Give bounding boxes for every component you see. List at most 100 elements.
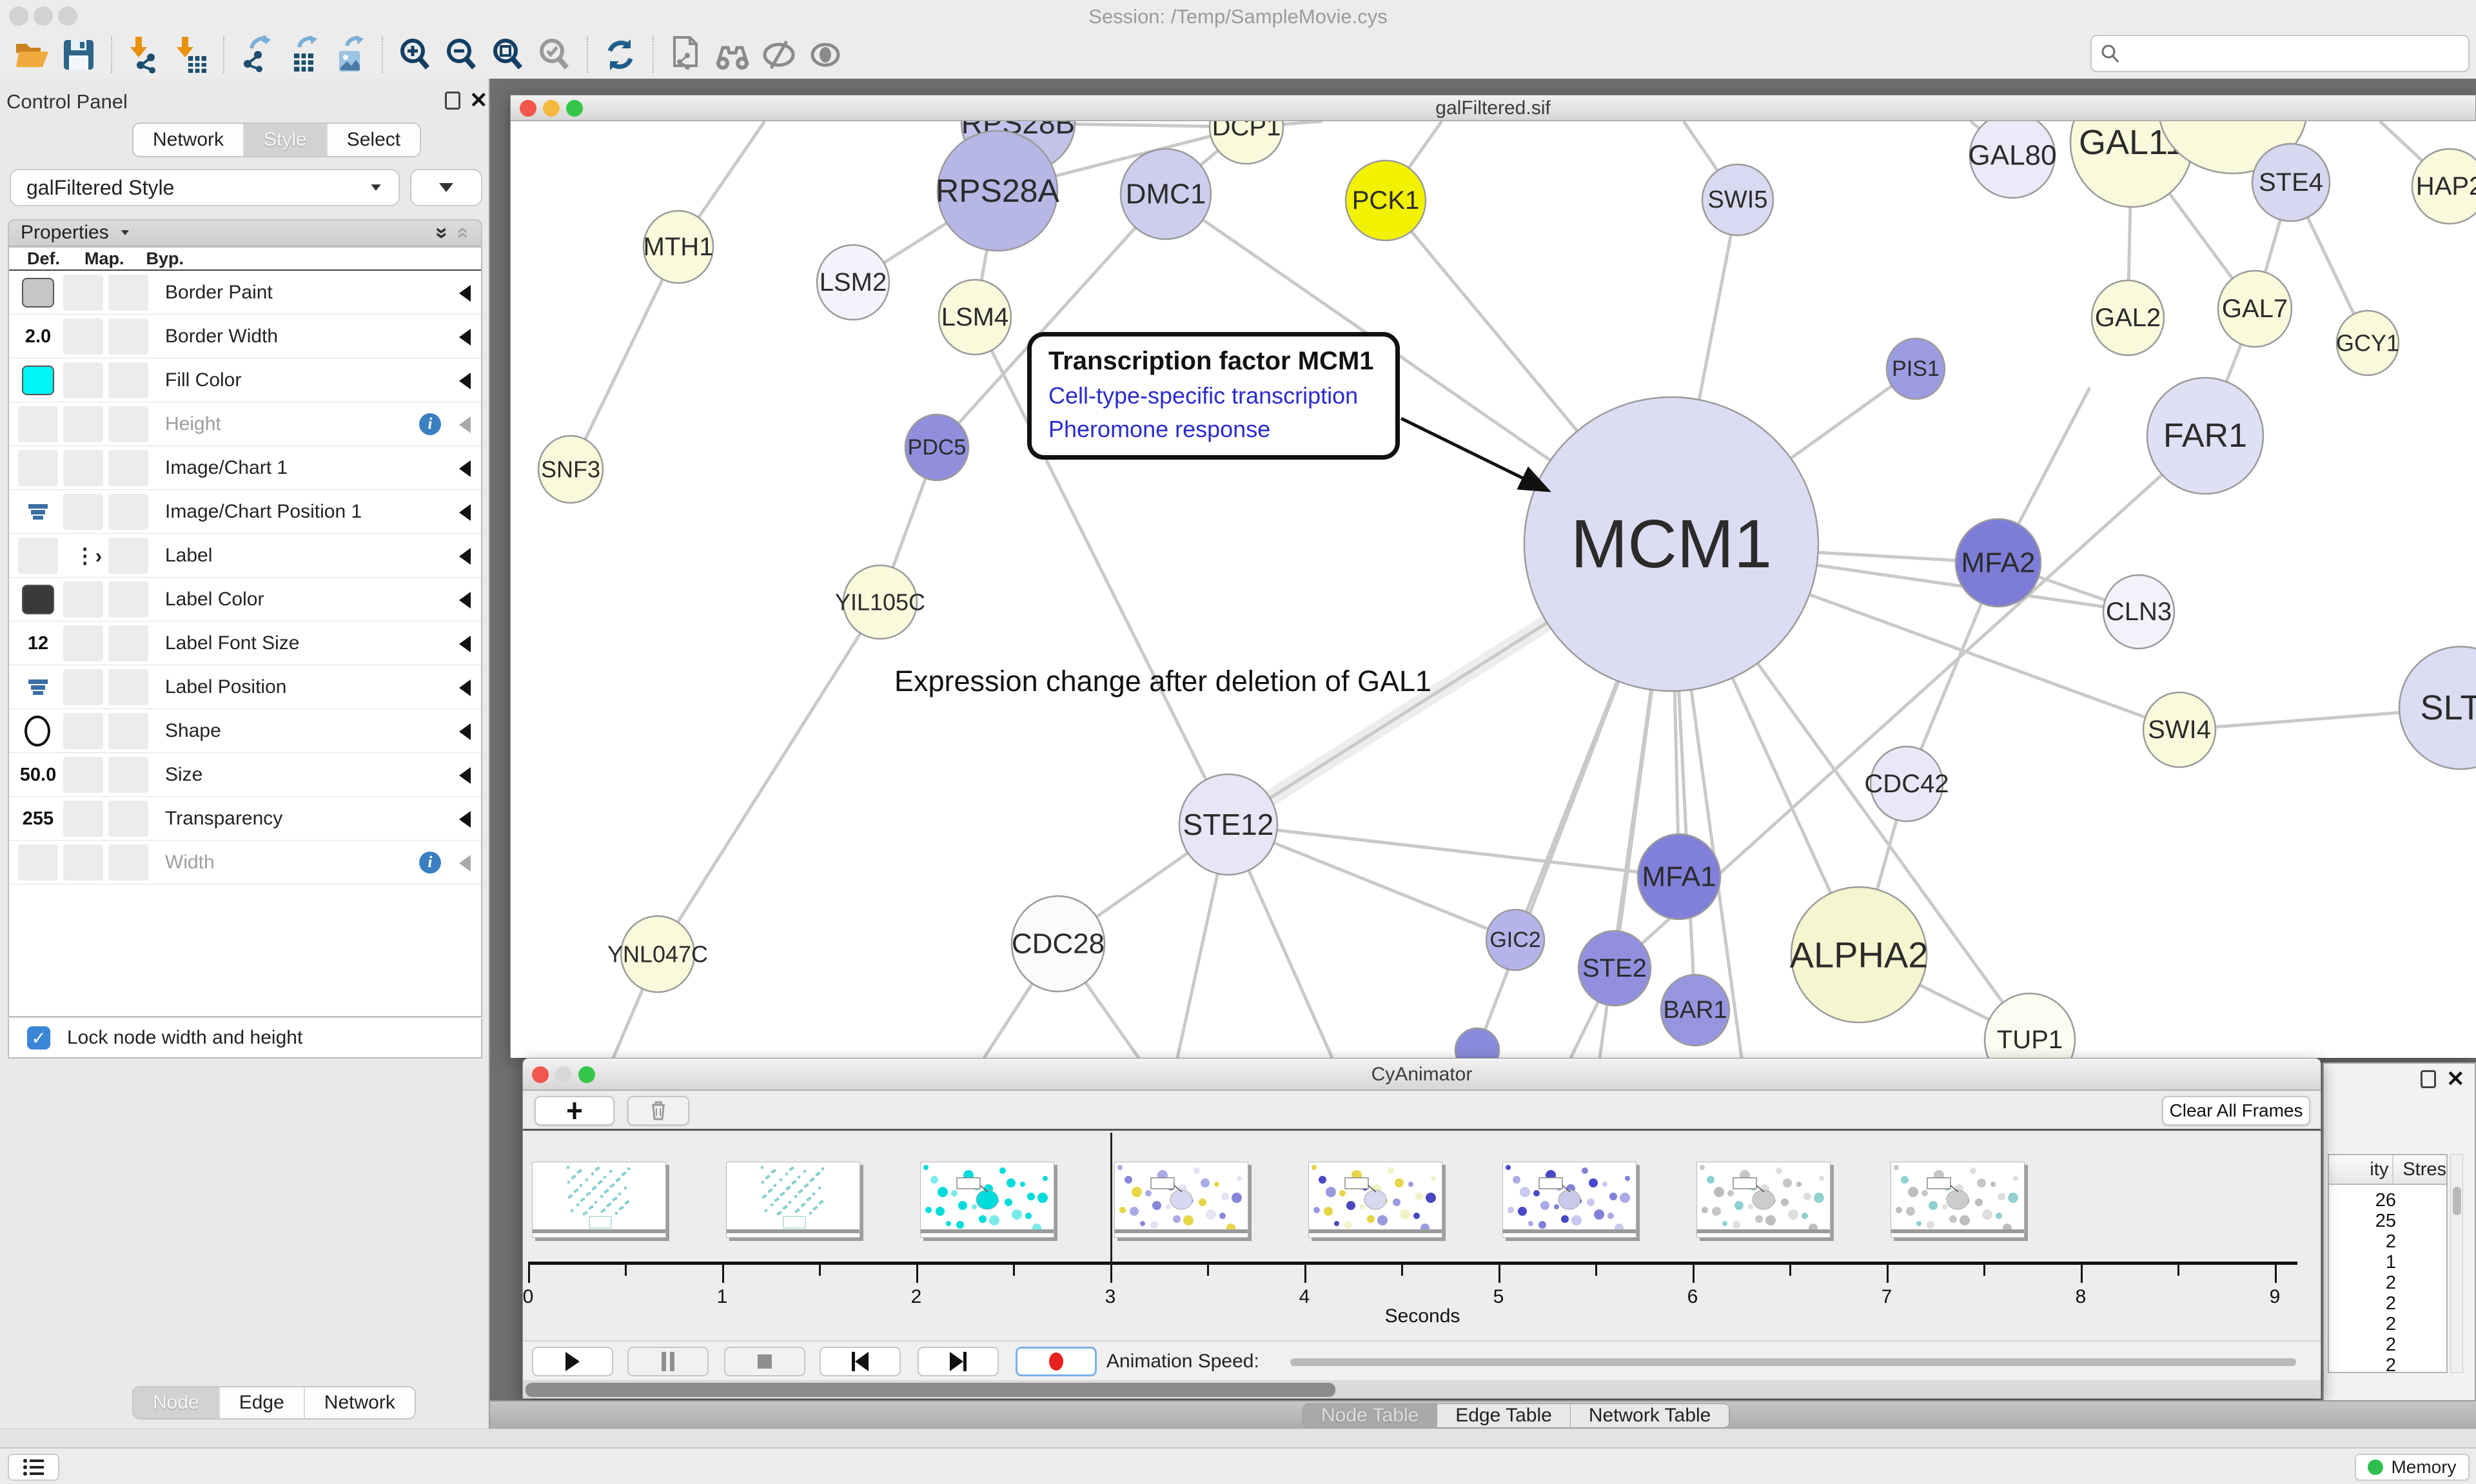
column-header-stress[interactable]: Stres xyxy=(2402,1158,2446,1180)
network-node-lsm2[interactable]: LSM2 xyxy=(816,244,890,321)
mapping-cell[interactable] xyxy=(63,275,103,311)
zoom-selected-icon[interactable] xyxy=(531,34,578,75)
table-cell-value[interactable]: 2 xyxy=(2385,1355,2396,1376)
network-node-swi5[interactable]: SWI5 xyxy=(1701,163,1774,237)
collapse-arrow-icon[interactable] xyxy=(459,723,471,740)
network-node-hap2[interactable]: HAP2 xyxy=(2411,148,2476,225)
network-node-slt2[interactable]: SLT2 xyxy=(2398,645,2476,770)
mapping-cell[interactable] xyxy=(63,362,103,398)
delete-frame-button[interactable] xyxy=(627,1096,689,1126)
network-node-lsm4[interactable]: LSM4 xyxy=(938,278,1012,356)
export-network-icon[interactable] xyxy=(233,34,280,75)
bypass-cell[interactable] xyxy=(108,801,148,837)
collapse-arrow-icon[interactable] xyxy=(459,767,471,784)
mapping-cell[interactable] xyxy=(63,845,103,881)
mapping-cell[interactable] xyxy=(63,494,103,530)
network-node-mfa2[interactable]: MFA2 xyxy=(1954,518,2042,608)
bypass-cell[interactable] xyxy=(108,538,148,574)
default-value-cell[interactable] xyxy=(18,450,58,486)
window-zoom-button[interactable] xyxy=(578,1066,595,1083)
collapse-arrow-icon[interactable] xyxy=(459,811,471,828)
close-panel-icon[interactable]: ✕ xyxy=(2446,1067,2465,1091)
default-value-cell[interactable] xyxy=(18,406,58,442)
mapping-cell[interactable] xyxy=(63,581,103,618)
app-zoom-button[interactable] xyxy=(58,6,77,26)
bypass-cell[interactable] xyxy=(108,275,148,311)
table-cell-value[interactable]: 2 xyxy=(2385,1293,2396,1314)
network-node-mcm1[interactable]: MCM1 xyxy=(1523,396,1820,692)
timeline-hscrollbar[interactable] xyxy=(523,1380,2321,1398)
mapping-cell[interactable] xyxy=(63,669,103,705)
network-node-pck1[interactable]: PCK1 xyxy=(1344,159,1427,242)
mapping-cell[interactable] xyxy=(63,713,103,749)
export-image-icon[interactable] xyxy=(326,34,373,75)
lock-size-checkbox[interactable]: ✓ xyxy=(27,1026,50,1050)
float-panel-icon[interactable] xyxy=(445,92,460,110)
window-minimize-button[interactable] xyxy=(543,100,560,117)
collapse-arrow-icon[interactable] xyxy=(459,855,471,872)
tab-node-table[interactable]: Node Table xyxy=(1303,1404,1438,1427)
network-node-pdc5[interactable]: PDC5 xyxy=(904,413,970,482)
clear-all-frames-button[interactable]: Clear All Frames xyxy=(2162,1096,2310,1126)
stop-button[interactable] xyxy=(724,1347,805,1376)
collapse-arrow-icon[interactable] xyxy=(459,460,471,477)
network-node-snf3[interactable]: SNF3 xyxy=(537,434,604,504)
bypass-cell[interactable] xyxy=(108,757,148,793)
find-icon[interactable] xyxy=(709,34,756,75)
network-node-bar1[interactable]: BAR1 xyxy=(1660,973,1731,1047)
bypass-cell[interactable] xyxy=(108,494,148,530)
network-node-swi4[interactable]: SWI4 xyxy=(2142,691,2217,768)
default-value-cell[interactable]: 50.0 xyxy=(18,757,58,793)
network-node-pis1[interactable]: PIS1 xyxy=(1885,337,1946,400)
bypass-cell[interactable] xyxy=(108,713,148,749)
table-cell-value[interactable]: 2 xyxy=(2385,1273,2396,1293)
open-session-icon[interactable] xyxy=(9,34,55,75)
collapse-arrow-icon[interactable] xyxy=(459,285,471,302)
default-value-cell[interactable]: 255 xyxy=(18,801,58,837)
default-value-cell[interactable] xyxy=(18,581,58,618)
app-close-button[interactable] xyxy=(9,6,28,26)
bypass-cell[interactable] xyxy=(108,406,148,442)
mapping-cell[interactable] xyxy=(63,450,103,486)
record-button[interactable] xyxy=(1016,1347,1097,1376)
default-value-cell[interactable] xyxy=(18,275,58,311)
mapping-cell[interactable]: ⋮› xyxy=(63,538,103,574)
add-frame-button[interactable] xyxy=(535,1096,614,1126)
app-minimize-button[interactable] xyxy=(34,6,53,26)
play-button[interactable] xyxy=(532,1347,613,1376)
frame-thumbnail-5[interactable] xyxy=(1308,1162,1442,1238)
window-minimize-button[interactable] xyxy=(555,1066,572,1083)
info-icon[interactable]: i xyxy=(419,852,441,874)
table-cell-value[interactable]: 1 xyxy=(2385,1252,2396,1273)
column-header-ity[interactable]: ity xyxy=(2329,1155,2394,1184)
network-node-ste2[interactable]: STE2 xyxy=(1577,930,1652,1007)
network-node-smb[interactable] xyxy=(1454,1027,1500,1058)
default-value-cell[interactable]: 12 xyxy=(18,625,58,661)
zoom-out-icon[interactable] xyxy=(438,34,485,75)
search-input[interactable] xyxy=(2127,43,2459,64)
mapping-cell[interactable] xyxy=(63,406,103,442)
annotation-link-2[interactable]: Pheromone response xyxy=(1048,416,1271,442)
tab-select[interactable]: Select xyxy=(327,124,420,156)
tab-edge[interactable]: Edge xyxy=(219,1387,305,1418)
network-node-cdc42[interactable]: CDC42 xyxy=(1864,745,1949,823)
network-node-gic2[interactable]: GIC2 xyxy=(1485,908,1546,971)
show-details-icon[interactable] xyxy=(802,34,849,75)
window-zoom-button[interactable] xyxy=(566,100,583,117)
memory-button[interactable]: Memory xyxy=(2355,1454,2470,1481)
bypass-cell[interactable] xyxy=(108,318,148,355)
network-node-mth1[interactable]: MTH1 xyxy=(642,210,714,284)
bypass-cell[interactable] xyxy=(108,845,148,881)
annotation-link-1[interactable]: Cell-type-specific transcription xyxy=(1048,382,1359,409)
network-node-ste4[interactable]: STE4 xyxy=(2251,142,2331,222)
default-value-cell[interactable] xyxy=(18,713,58,749)
tab-edge-table[interactable]: Edge Table xyxy=(1437,1404,1571,1427)
frame-thumbnail-8[interactable] xyxy=(1891,1162,2025,1238)
network-node-far1[interactable]: FAR1 xyxy=(2146,376,2265,495)
network-node-tup1[interactable]: TUP1 xyxy=(1983,992,2076,1058)
skip-start-button[interactable] xyxy=(820,1347,901,1376)
table-cell-value[interactable]: 26 xyxy=(2375,1190,2396,1211)
collapse-all-icon[interactable]: « xyxy=(451,226,477,239)
mapping-cell[interactable] xyxy=(63,801,103,837)
default-value-cell[interactable] xyxy=(18,669,58,705)
